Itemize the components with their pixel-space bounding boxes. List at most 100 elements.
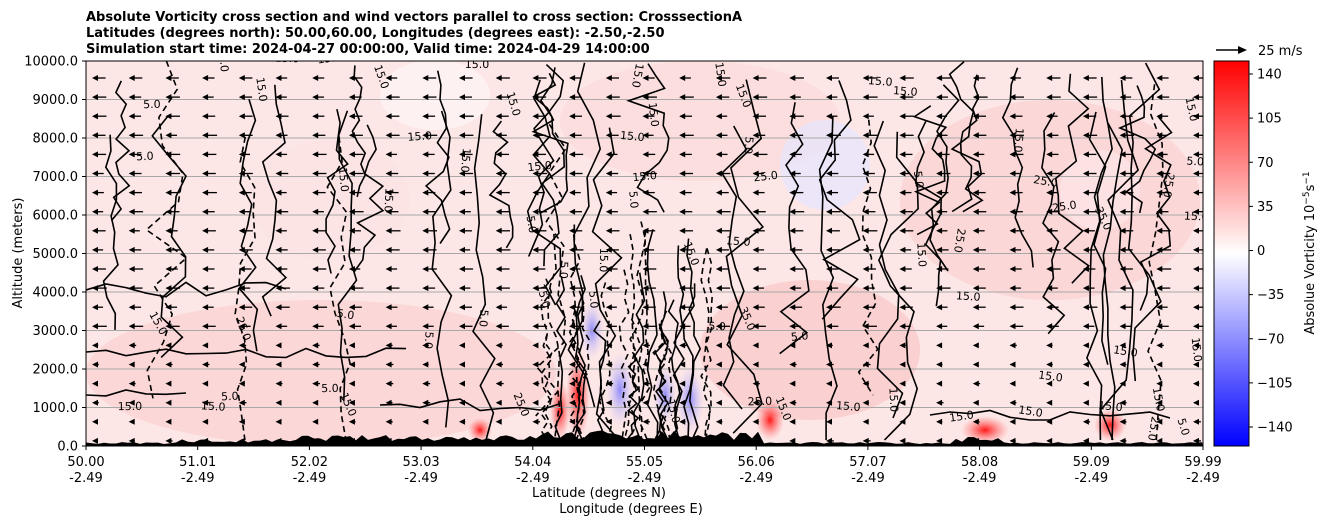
wind-arrow-head [1009, 94, 1016, 101]
contour-line [86, 389, 187, 397]
contour-line [818, 115, 838, 440]
wind-arrow-head [972, 189, 979, 196]
wind-arrow-head [789, 285, 796, 292]
contour-line [472, 114, 496, 441]
wind-arrow-head [165, 323, 172, 330]
wind-arrow-head [459, 94, 465, 101]
wind-arrow-head [532, 113, 539, 120]
contour-line [912, 105, 948, 236]
contour-label: 15.0 [1098, 399, 1124, 415]
wind-arrow-head [92, 189, 98, 196]
wind-arrow-head [642, 323, 649, 330]
wind-arrow-head [238, 113, 245, 120]
wind-arrow-head [789, 132, 796, 139]
contour-label: 5.0 [221, 390, 239, 404]
wind-arrow-head [862, 113, 869, 120]
wind-arrow-head [642, 227, 649, 234]
wind-arrow-head [899, 323, 906, 330]
wind-arrow-head [1046, 399, 1053, 406]
wind-arrow-head [275, 266, 282, 272]
x-tick-label-lon: -2.49 [293, 471, 327, 486]
wind-arrow-head [459, 151, 465, 158]
vorticity-patch [1060, 150, 1140, 230]
x-tick-label-lon: -2.49 [851, 471, 885, 486]
wind-arrow-head [972, 208, 979, 215]
x-axis-label-latitude: Latitude (degrees N) [532, 486, 666, 501]
wind-arrow-head [312, 285, 319, 292]
contour-label: 5.0 [136, 150, 154, 164]
wind-arrow-head [275, 418, 282, 425]
contour-line [86, 281, 287, 298]
wind-arrow-head [826, 266, 832, 272]
wind-arrow-head [202, 342, 209, 349]
colorbar-gradient [1213, 60, 1250, 447]
wind-arrow-head [1193, 361, 1199, 368]
wind-arrow-head [642, 246, 649, 253]
wind-arrow-head [238, 170, 245, 177]
wind-arrow-head [1082, 342, 1089, 349]
wind-arrow-head [238, 304, 245, 311]
wind-arrow-head [238, 227, 245, 234]
wind-arrow-head [569, 170, 576, 177]
wind-arrow-head [459, 399, 465, 406]
wind-arrow-head [1009, 151, 1016, 158]
contour-label: 15.0 [216, 47, 231, 72]
wind-arrow-head [1119, 246, 1126, 253]
wind-arrow-head [1193, 437, 1199, 444]
wind-vectors [92, 75, 1203, 444]
wind-arrow-head [495, 113, 502, 120]
wind-arrow-head [275, 323, 282, 330]
wind-arrow-head [826, 342, 832, 349]
contour-line [326, 136, 351, 439]
wind-arrow-head [899, 266, 906, 272]
wind-arrow-head [312, 418, 319, 425]
wind-arrow-head [862, 170, 869, 177]
wind-arrow-head [972, 342, 979, 349]
wind-arrow-head [605, 380, 612, 387]
wind-arrow-head [826, 437, 832, 444]
wind-arrow-head [1009, 246, 1016, 253]
contour-label: 15.0 [527, 159, 553, 174]
contour-line [1086, 111, 1107, 441]
wind-arrow-head [422, 170, 429, 177]
wind-arrow-head [642, 361, 649, 368]
wind-arrow-head [752, 418, 759, 425]
wind-arrow-head [202, 437, 209, 444]
wind-arrow-head [899, 437, 906, 444]
wind-arrow-head [679, 266, 686, 272]
wind-arrow-head [569, 361, 576, 368]
wind-arrow-head [789, 94, 796, 101]
contour-label: 15.0 [646, 102, 662, 128]
title-line-1: Absolute Vorticity cross section and win… [86, 10, 742, 25]
wind-arrow-head [312, 75, 319, 81]
y-tick-label: 6000.0 [33, 209, 79, 224]
wind-arrow-head [789, 266, 796, 272]
contour-line [539, 67, 566, 267]
wind-arrow-head [936, 380, 943, 387]
title-line-2: Latitudes (degrees north): 50.00,60.00, … [86, 26, 665, 41]
wind-arrow-head [312, 113, 319, 120]
wind-arrow-head [752, 151, 759, 158]
contour-line [702, 248, 714, 441]
vorticity-core [468, 418, 492, 442]
wind-arrow-head [202, 189, 209, 196]
x-tick-label-lat: 57.07 [849, 455, 886, 470]
contour-label: 5.0 [143, 98, 161, 112]
wind-arrow-head [275, 399, 282, 406]
wind-arrow-head [532, 380, 539, 387]
wind-arrow-head [679, 399, 686, 406]
wind-arrow-head [1082, 266, 1089, 272]
contour-label: 25.0 [1051, 198, 1077, 215]
wind-arrow-head [789, 323, 796, 330]
wind-arrow-head [1009, 208, 1016, 215]
wind-arrow-head [1156, 285, 1163, 292]
wind-arrow-head [752, 94, 759, 101]
wind-arrow-head [238, 266, 245, 272]
wind-arrow-head [312, 266, 319, 272]
wind-arrow-head [605, 170, 612, 177]
wind-arrow-head [422, 323, 429, 330]
wind-arrow-head [92, 151, 98, 158]
wind-arrow-head [899, 189, 906, 196]
colorbar-tick-label: −35 [1257, 288, 1284, 303]
